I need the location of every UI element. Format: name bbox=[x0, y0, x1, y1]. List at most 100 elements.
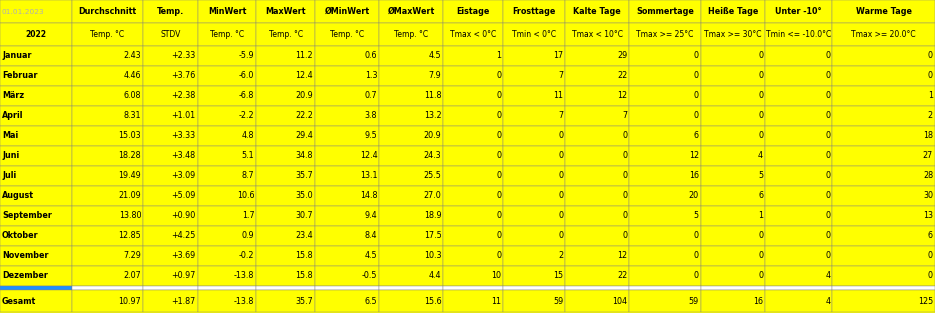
Text: 18: 18 bbox=[923, 131, 933, 141]
Text: 0: 0 bbox=[558, 131, 563, 141]
Text: 0: 0 bbox=[694, 232, 699, 240]
Text: 4.5: 4.5 bbox=[429, 52, 441, 60]
Text: 0: 0 bbox=[826, 232, 830, 240]
Bar bbox=[72, 246, 143, 266]
Bar bbox=[256, 286, 315, 290]
Bar bbox=[443, 186, 503, 206]
Bar bbox=[629, 106, 701, 126]
Bar bbox=[0, 186, 72, 206]
Bar bbox=[315, 226, 380, 246]
Text: 16: 16 bbox=[689, 172, 699, 181]
Text: 0: 0 bbox=[826, 52, 830, 60]
Bar bbox=[765, 266, 832, 286]
Bar bbox=[197, 46, 256, 66]
Text: 24.3: 24.3 bbox=[424, 151, 441, 161]
Text: 0: 0 bbox=[496, 172, 501, 181]
Bar bbox=[443, 166, 503, 186]
Text: 29.4: 29.4 bbox=[295, 131, 313, 141]
Text: 13.1: 13.1 bbox=[360, 172, 378, 181]
Text: 4: 4 bbox=[758, 151, 763, 161]
Text: 10.6: 10.6 bbox=[237, 192, 254, 201]
Bar bbox=[256, 226, 315, 246]
Bar bbox=[566, 23, 629, 46]
Bar bbox=[629, 186, 701, 206]
Bar bbox=[566, 146, 629, 166]
Bar bbox=[256, 166, 315, 186]
Bar bbox=[143, 86, 197, 106]
Bar bbox=[832, 0, 935, 23]
Bar bbox=[701, 46, 765, 66]
Text: 0: 0 bbox=[623, 212, 627, 220]
Bar bbox=[143, 46, 197, 66]
Text: September: September bbox=[2, 212, 51, 220]
Text: 4.4: 4.4 bbox=[429, 271, 441, 280]
Text: 0: 0 bbox=[826, 131, 830, 141]
Bar bbox=[197, 166, 256, 186]
Bar bbox=[566, 126, 629, 146]
Text: 11: 11 bbox=[554, 91, 563, 100]
Text: 0: 0 bbox=[496, 91, 501, 100]
Text: Mai: Mai bbox=[2, 131, 19, 141]
Text: 9.5: 9.5 bbox=[365, 131, 378, 141]
Text: 0: 0 bbox=[496, 252, 501, 260]
Text: Tmax >= 25°C: Tmax >= 25°C bbox=[637, 30, 694, 39]
Bar bbox=[72, 166, 143, 186]
Bar bbox=[380, 290, 443, 312]
Text: 6.5: 6.5 bbox=[365, 296, 378, 305]
Text: Durchschnitt: Durchschnitt bbox=[79, 7, 137, 16]
Text: +0.97: +0.97 bbox=[171, 271, 195, 280]
Bar bbox=[503, 166, 566, 186]
Bar bbox=[0, 0, 72, 23]
Bar bbox=[443, 290, 503, 312]
Text: 1: 1 bbox=[928, 91, 933, 100]
Bar bbox=[315, 146, 380, 166]
Text: 17: 17 bbox=[554, 52, 563, 60]
Bar bbox=[72, 46, 143, 66]
Text: +3.48: +3.48 bbox=[171, 151, 195, 161]
Text: 0: 0 bbox=[758, 271, 763, 280]
Bar bbox=[629, 206, 701, 226]
Bar bbox=[0, 86, 72, 106]
Bar bbox=[503, 186, 566, 206]
Text: 15: 15 bbox=[554, 271, 563, 280]
Text: 22: 22 bbox=[617, 71, 627, 80]
Bar bbox=[72, 146, 143, 166]
Text: Dezember: Dezember bbox=[2, 271, 48, 280]
Bar bbox=[143, 286, 197, 290]
Text: 11: 11 bbox=[491, 296, 501, 305]
Bar bbox=[832, 66, 935, 86]
Bar bbox=[197, 106, 256, 126]
Bar bbox=[629, 166, 701, 186]
Bar bbox=[503, 206, 566, 226]
Bar bbox=[629, 246, 701, 266]
Bar bbox=[629, 146, 701, 166]
Text: 29: 29 bbox=[617, 52, 627, 60]
Bar bbox=[503, 286, 566, 290]
Bar bbox=[629, 66, 701, 86]
Text: 7: 7 bbox=[558, 71, 563, 80]
Text: +0.90: +0.90 bbox=[171, 212, 195, 220]
Text: 0: 0 bbox=[694, 252, 699, 260]
Text: Tmax >= 20.0°C: Tmax >= 20.0°C bbox=[852, 30, 916, 39]
Text: 4.5: 4.5 bbox=[365, 252, 378, 260]
Bar bbox=[566, 186, 629, 206]
Bar bbox=[701, 286, 765, 290]
Bar bbox=[503, 106, 566, 126]
Text: Tmax >= 30°C: Tmax >= 30°C bbox=[704, 30, 762, 39]
Text: +4.25: +4.25 bbox=[171, 232, 195, 240]
Text: 0: 0 bbox=[496, 151, 501, 161]
Text: 15.8: 15.8 bbox=[295, 252, 313, 260]
Bar bbox=[143, 246, 197, 266]
Bar bbox=[832, 186, 935, 206]
Bar bbox=[0, 286, 72, 290]
Text: 15.03: 15.03 bbox=[119, 131, 141, 141]
Bar bbox=[315, 0, 380, 23]
Text: 20.9: 20.9 bbox=[295, 91, 313, 100]
Bar bbox=[701, 106, 765, 126]
Bar bbox=[443, 46, 503, 66]
Text: 0: 0 bbox=[826, 111, 830, 121]
Bar bbox=[701, 226, 765, 246]
Text: 0: 0 bbox=[623, 131, 627, 141]
Text: 12.4: 12.4 bbox=[360, 151, 378, 161]
Text: 7.29: 7.29 bbox=[123, 252, 141, 260]
